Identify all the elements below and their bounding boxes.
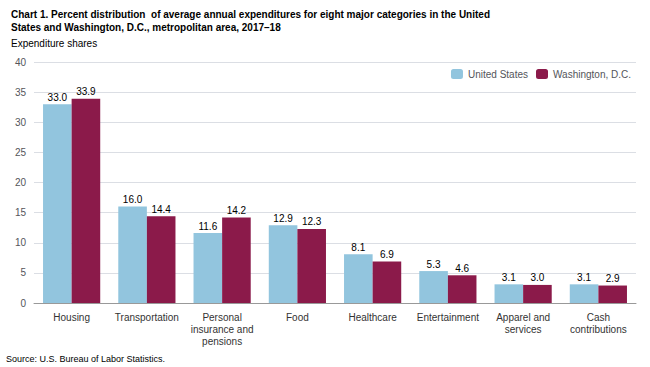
svg-text:5: 5 (20, 267, 26, 278)
svg-text:16.0: 16.0 (123, 194, 143, 205)
svg-text:14.4: 14.4 (151, 204, 171, 215)
svg-text:3.0: 3.0 (530, 272, 544, 283)
svg-text:6.9: 6.9 (380, 249, 394, 260)
svg-text:12.3: 12.3 (302, 216, 322, 227)
svg-text:Transportation: Transportation (115, 312, 179, 323)
svg-text:12.9: 12.9 (273, 213, 293, 224)
svg-text:Food: Food (286, 312, 309, 323)
svg-text:10: 10 (15, 237, 27, 248)
svg-text:2.9: 2.9 (606, 273, 620, 284)
svg-text:insurance and: insurance and (191, 324, 254, 335)
svg-text:11.6: 11.6 (198, 221, 217, 232)
svg-text:4.6: 4.6 (455, 263, 469, 274)
svg-text:14.2: 14.2 (227, 205, 247, 216)
svg-text:pensions: pensions (202, 336, 242, 347)
svg-text:33.9: 33.9 (76, 86, 96, 97)
svg-text:8.1: 8.1 (351, 242, 365, 253)
svg-text:15: 15 (15, 207, 27, 218)
svg-text:Personal: Personal (202, 312, 241, 323)
svg-text:3.1: 3.1 (577, 272, 591, 283)
svg-text:20: 20 (15, 177, 27, 188)
svg-text:25: 25 (15, 147, 27, 158)
svg-text:Chart 1. Percent distribution: Chart 1. Percent distribution of average… (11, 9, 490, 20)
svg-text:Apparel and: Apparel and (496, 312, 550, 323)
svg-text:Washington, D.C.: Washington, D.C. (553, 69, 631, 80)
svg-text:United States: United States (468, 69, 528, 80)
svg-text:Entertainment: Entertainment (417, 312, 479, 323)
svg-text:Expenditure shares: Expenditure shares (11, 38, 97, 49)
svg-text:33.0: 33.0 (48, 92, 68, 103)
svg-text:35: 35 (15, 87, 27, 98)
svg-text:40: 40 (15, 57, 27, 68)
svg-text:Healthcare: Healthcare (348, 312, 397, 323)
svg-text:3.1: 3.1 (502, 272, 516, 283)
svg-text:5.3: 5.3 (427, 259, 441, 270)
svg-text:States and Washington, D.C., m: States and Washington, D.C., metropolita… (11, 22, 281, 33)
svg-text:Source: U.S. Bureau of Labor S: Source: U.S. Bureau of Labor Statistics. (6, 354, 165, 364)
svg-text:contributions: contributions (570, 324, 627, 335)
svg-text:Cash: Cash (587, 312, 610, 323)
svg-text:30: 30 (15, 117, 27, 128)
svg-text:services: services (505, 324, 542, 335)
svg-text:0: 0 (20, 298, 26, 309)
svg-text:Housing: Housing (53, 312, 90, 323)
